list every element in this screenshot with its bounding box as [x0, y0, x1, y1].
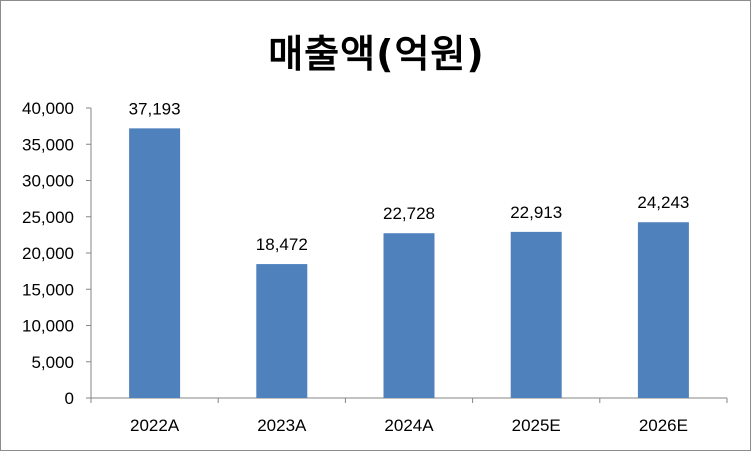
x-tick-label-2026E: 2026E	[639, 416, 688, 435]
data-label-2022A: 37,193	[129, 99, 181, 118]
data-label-2024A: 22,728	[383, 204, 435, 223]
chart-title: 매출액(억원)	[268, 32, 485, 76]
y-tick-label: 30,000	[22, 172, 74, 191]
bar-2026E	[637, 222, 689, 398]
y-tick-label: 25,000	[22, 208, 74, 227]
x-tick-label-2022A: 2022A	[130, 416, 180, 435]
bars	[129, 128, 689, 398]
y-tick-label: 20,000	[22, 244, 74, 263]
bar-2022A	[129, 128, 181, 398]
x-tick-label-2025E: 2025E	[512, 416, 561, 435]
labels: 37,193 2022A 18,472 2023A 22,728 2024A 22,913 2…	[129, 99, 690, 435]
data-label-2026E: 24,243	[637, 193, 689, 212]
y-tick-label: 40,000	[22, 99, 74, 118]
y-tick-label: 35,000	[22, 135, 74, 154]
x-tick-label-2023A: 2023A	[257, 416, 307, 435]
y-tick-label: 15,000	[22, 280, 74, 299]
y-tick-label: 10,000	[22, 317, 74, 336]
x-tick-label-2024A: 2024A	[384, 416, 434, 435]
bar-2024A	[383, 233, 435, 398]
y-tick-label: 0	[65, 389, 74, 408]
bar-2025E	[510, 231, 562, 398]
data-label-2025E: 22,913	[510, 203, 562, 222]
bar-2023A	[256, 264, 308, 398]
axes: 0 5,000 10,000 15,000 20,000 25,000 30,000 35,0…	[22, 99, 728, 408]
y-tick-label: 5,000	[31, 353, 74, 372]
data-label-2023A: 18,472	[256, 235, 308, 254]
